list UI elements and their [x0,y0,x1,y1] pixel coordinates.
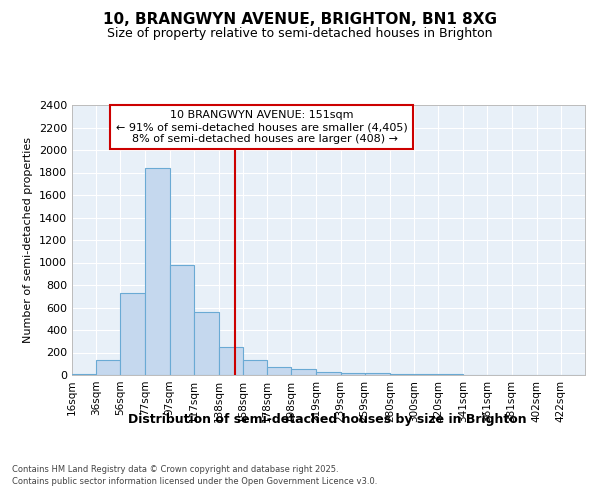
Bar [316,372,341,375]
Text: 10, BRANGWYN AVENUE, BRIGHTON, BN1 8XG: 10, BRANGWYN AVENUE, BRIGHTON, BN1 8XG [103,12,497,28]
Text: Contains public sector information licensed under the Open Government Licence v3: Contains public sector information licen… [12,478,377,486]
Bar [120,293,145,375]
Bar [291,369,316,375]
Bar [438,374,463,375]
Bar [219,347,243,375]
Bar [414,374,438,375]
Text: 10 BRANGWYN AVENUE: 151sqm
← 91% of semi-detached houses are smaller (4,405)
  8: 10 BRANGWYN AVENUE: 151sqm ← 91% of semi… [116,110,407,144]
Bar [243,360,267,375]
Bar [194,312,219,375]
Bar [72,374,96,375]
Bar [390,374,414,375]
Text: Size of property relative to semi-detached houses in Brighton: Size of property relative to semi-detach… [107,28,493,40]
Bar [170,265,194,375]
Text: Distribution of semi-detached houses by size in Brighton: Distribution of semi-detached houses by … [128,412,526,426]
Bar [96,360,120,375]
Bar [341,373,365,375]
Bar [267,367,291,375]
Bar [145,168,170,375]
Bar [365,374,390,375]
Text: Contains HM Land Registry data © Crown copyright and database right 2025.: Contains HM Land Registry data © Crown c… [12,465,338,474]
Y-axis label: Number of semi-detached properties: Number of semi-detached properties [23,137,34,343]
